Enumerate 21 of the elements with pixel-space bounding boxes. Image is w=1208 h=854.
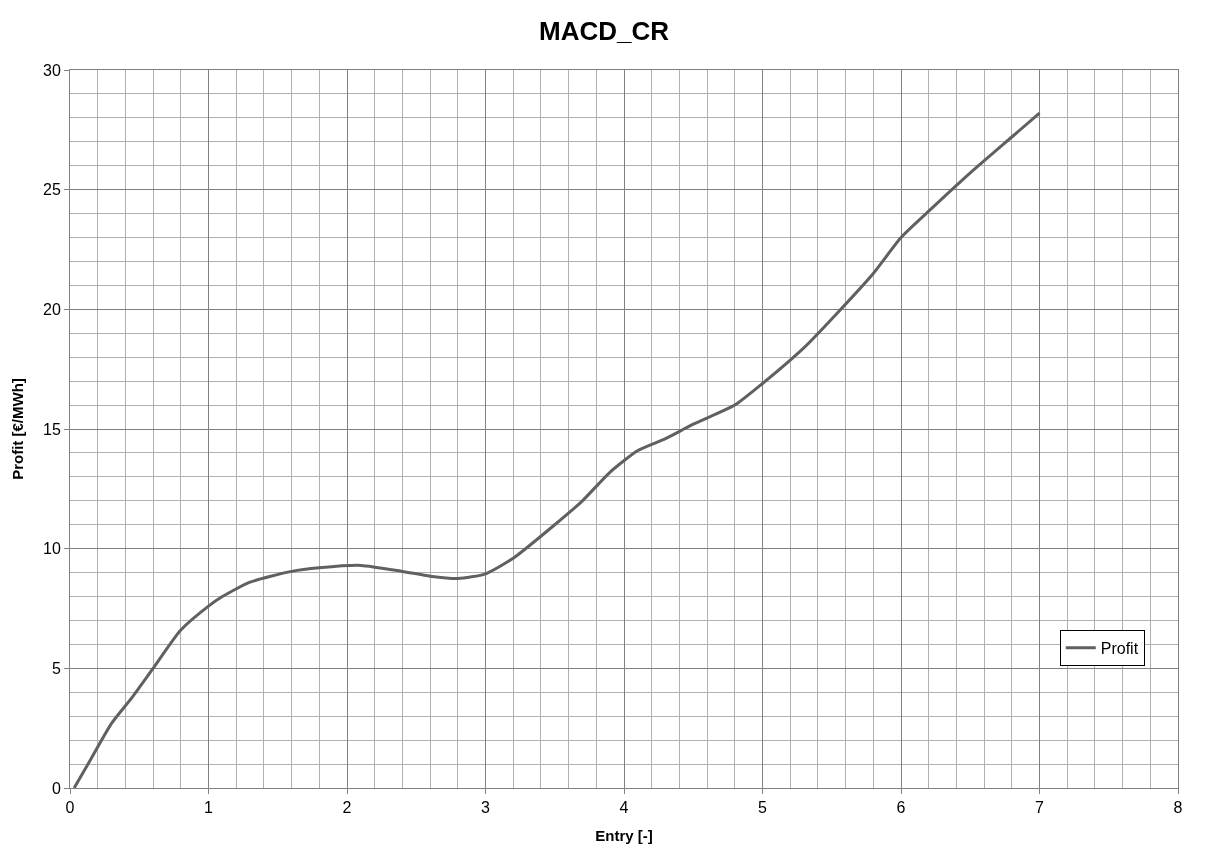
y-axis-title: Profit [€/MWh] [9, 378, 27, 480]
y-tick-label: 5 [51, 659, 61, 677]
y-tick-label: 30 [43, 61, 61, 79]
legend-label: Profit [1100, 640, 1139, 658]
x-tick-label: 5 [758, 799, 768, 817]
y-tick-label: 15 [43, 420, 61, 438]
x-tick-label: 4 [619, 799, 629, 817]
y-tick-label: 20 [43, 300, 61, 318]
x-tick-label: 2 [342, 799, 352, 817]
x-axis-title: Entry [-] [595, 827, 653, 845]
y-tick-label: 0 [51, 779, 61, 797]
x-tick-label: 1 [204, 799, 214, 817]
line-series [72, 111, 1041, 788]
x-tick-label: 0 [65, 799, 75, 817]
y-tick-label: 10 [43, 540, 61, 558]
x-tick-label: 8 [1173, 799, 1183, 817]
y-tick-label: 25 [43, 181, 61, 199]
x-tick-label: 6 [896, 799, 906, 817]
chart-title: MACD_CR [539, 15, 670, 46]
x-tick-label: 7 [1035, 799, 1045, 817]
x-tick-label: 3 [481, 799, 491, 817]
